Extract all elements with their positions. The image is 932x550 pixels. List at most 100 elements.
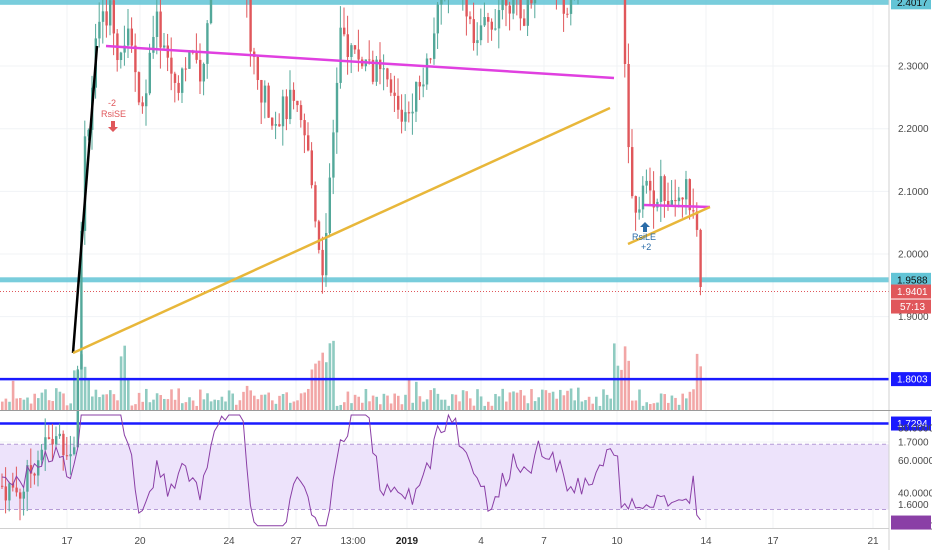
price-tick-label: 1.6000 — [898, 500, 929, 511]
candle-body — [314, 185, 317, 222]
volume-bar — [141, 401, 144, 410]
candle-body — [40, 449, 43, 461]
trendline-pennant-bottom[interactable] — [627, 205, 711, 246]
volume-bar — [562, 395, 566, 410]
volume-bar — [11, 380, 15, 410]
candle-body — [76, 369, 79, 448]
candle-body — [159, 11, 162, 48]
volume-bar — [461, 390, 465, 410]
candle-body — [343, 27, 346, 35]
candle-body — [389, 79, 393, 93]
volume-bar — [227, 390, 231, 410]
volume-bar — [670, 395, 674, 410]
horizontal-levels[interactable] — [0, 0, 889, 425]
drawings[interactable] — [71, 44, 711, 355]
candle-body — [523, 18, 526, 26]
candle-body — [47, 437, 51, 439]
volume-bar — [109, 390, 112, 410]
volume-bar — [1, 401, 4, 410]
volume-bar — [26, 397, 29, 410]
volume-bar — [483, 405, 486, 410]
volume-bar — [487, 401, 490, 410]
volume-bar — [559, 389, 562, 410]
volume-bar — [587, 396, 591, 410]
volume-bar — [231, 393, 234, 410]
trendline-support[interactable] — [72, 106, 611, 355]
candle-body — [479, 25, 483, 41]
trendline-pennant-top[interactable] — [643, 203, 711, 209]
candle-body — [562, 0, 565, 14]
candle-body — [483, 17, 486, 26]
candle-body — [631, 147, 634, 197]
price-badge-1.9588[interactable] — [891, 272, 931, 287]
volume-bar — [296, 400, 299, 410]
volume-bar — [91, 396, 94, 410]
volume-bar — [422, 401, 425, 410]
price-axis[interactable]: 2.70002.60002.50002.40002.30002.20002.10… — [891, 0, 932, 550]
candle-body — [141, 102, 144, 107]
rsi-overbought-oversold-band — [0, 444, 889, 510]
candle-body — [8, 483, 11, 501]
volume-bar — [357, 396, 360, 410]
volume-bar — [541, 389, 544, 410]
candle-body — [429, 58, 432, 60]
trendline-pole[interactable] — [71, 45, 99, 354]
candle-body — [137, 72, 141, 103]
rsi-tick-label: 40.0000 — [898, 489, 932, 500]
time-axis[interactable]: 17 20 24 27 13:00 2019 4 7 10 14 17 21 — [61, 536, 879, 547]
price-badge-2.4017[interactable] — [891, 0, 931, 10]
volume-bar — [620, 369, 623, 410]
volume-bar — [361, 402, 364, 410]
candle-body — [177, 82, 180, 93]
candle-body — [685, 179, 688, 200]
volume-bar — [577, 387, 580, 410]
volume-bars — [1, 340, 702, 410]
volume-bar — [379, 404, 382, 410]
candle-body — [519, 0, 522, 19]
candle-body — [303, 120, 306, 136]
candle-body — [58, 433, 61, 437]
volume-bar — [123, 345, 126, 410]
candle-body — [166, 45, 169, 58]
candle-body — [490, 21, 493, 30]
price-tick-label: 2.0000 — [898, 250, 929, 261]
price-badge-1.7294[interactable] — [891, 416, 931, 431]
volume-bar — [591, 403, 594, 410]
rsi-band — [0, 443, 889, 510]
volume-bar — [674, 397, 677, 410]
candle-body — [127, 28, 130, 46]
current-price-badge[interactable] — [891, 284, 931, 299]
volume-bar — [663, 394, 666, 410]
volume-bar — [530, 389, 533, 410]
volume-bar — [314, 363, 317, 410]
volume-bar — [451, 394, 454, 410]
candle-body — [397, 95, 400, 110]
candle-body — [274, 124, 277, 126]
volume-bar — [479, 396, 483, 410]
volume-bar — [548, 392, 551, 410]
price-badge-1.8003[interactable] — [891, 372, 931, 387]
volume-bar — [94, 389, 98, 410]
candle-body — [353, 45, 357, 50]
volume-bar — [350, 403, 353, 410]
time-tick-17: 17 — [767, 536, 779, 547]
trendline-resistance[interactable] — [105, 44, 615, 80]
volume-bar — [317, 360, 321, 410]
candle-body — [440, 0, 443, 5]
volume-bar — [638, 389, 641, 410]
volume-bar — [159, 395, 162, 410]
level-band-1.9588[interactable] — [0, 277, 889, 283]
volume-bar — [65, 405, 69, 410]
volume-bar — [181, 403, 184, 410]
candle-body — [472, 19, 475, 44]
candle-body — [281, 96, 285, 127]
candle-body — [335, 82, 339, 133]
candle-body — [501, 0, 504, 11]
candle-body — [436, 4, 439, 34]
rsi-line — [1, 413, 701, 527]
level-band-2.4017[interactable] — [0, 0, 889, 5]
rsi-current-badge — [891, 515, 931, 530]
volume-bar — [332, 340, 335, 410]
